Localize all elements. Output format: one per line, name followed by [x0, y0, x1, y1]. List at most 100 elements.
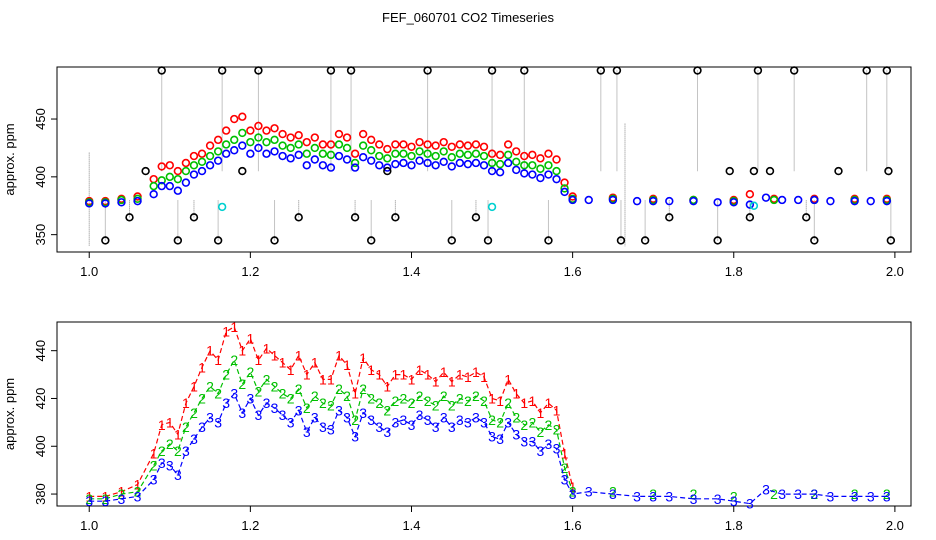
data-label-1: 1 [85, 488, 93, 504]
data-point-series2 [310, 143, 320, 153]
data-label-3: 3 [520, 433, 528, 449]
data-point-series1 [318, 140, 328, 149]
data-point-outlier [693, 66, 702, 75]
data-point-series1 [254, 121, 263, 131]
data-point-series2 [286, 143, 295, 153]
data-point-series1 [350, 149, 360, 158]
data-label-3: 3 [794, 486, 802, 502]
data-point-series3 [221, 149, 231, 158]
data-point-series2 [149, 181, 158, 191]
data-label-2: 2 [569, 484, 577, 500]
data-point-series3 [367, 156, 376, 165]
data-label-1: 1 [416, 362, 424, 378]
data-label-3: 3 [271, 400, 279, 416]
data-point-series1 [479, 142, 489, 151]
data-label-3: 3 [883, 488, 891, 504]
data-point-series3 [745, 200, 755, 209]
data-point-series1 [415, 137, 424, 147]
data-point-outlier [886, 236, 896, 245]
data-point-series1 [423, 140, 432, 149]
data-point-series3 [463, 159, 473, 169]
data-label-3: 3 [633, 488, 641, 504]
data-label-3: 3 [536, 443, 544, 459]
data-point-series2 [544, 161, 553, 170]
data-point-series2 [367, 146, 376, 155]
data-label-3: 3 [480, 414, 488, 430]
data-label-2: 2 [238, 376, 246, 392]
data-point-series3 [399, 158, 408, 168]
data-label-1: 1 [351, 386, 359, 402]
data-point-series2 [157, 176, 166, 185]
data-label-1: 1 [391, 367, 399, 383]
data-point-outlier [884, 166, 893, 176]
data-label-3: 3 [827, 488, 835, 504]
data-point-series2 [230, 135, 239, 145]
data-label-3: 3 [263, 395, 271, 411]
data-label-3: 3 [150, 472, 158, 488]
data-label-2: 2 [230, 352, 238, 368]
data-point-series3 [383, 163, 392, 172]
data-point-series3 [213, 156, 223, 165]
data-point-outlier [101, 236, 110, 245]
data-label-1: 1 [174, 426, 182, 442]
data-point-series3 [149, 189, 158, 199]
chart-title: FEF_060701 CO2 Timeseries [382, 10, 554, 25]
data-label-3: 3 [496, 431, 504, 447]
data-label-1: 1 [198, 359, 206, 375]
data-point-series2 [254, 133, 263, 142]
data-label-3: 3 [238, 405, 246, 421]
data-label-1: 1 [118, 484, 126, 500]
data-label-1: 1 [134, 476, 142, 492]
data-point-outlier [616, 236, 626, 245]
data-label-2: 2 [383, 402, 391, 418]
data-label-1: 1 [230, 319, 238, 335]
data-point-series1 [358, 129, 368, 139]
data-label-3: 3 [391, 414, 399, 430]
data-point-series2 [197, 157, 207, 167]
data-label-1: 1 [432, 374, 440, 390]
data-label-3: 3 [303, 424, 311, 440]
data-point-series3 [334, 151, 344, 161]
y-tick-label: 380 [33, 483, 48, 505]
data-point-series2 [173, 174, 183, 184]
data-point-series1 [197, 149, 207, 158]
data-label-3: 3 [528, 433, 536, 449]
data-label-2: 2 [883, 486, 891, 502]
data-label-2: 2 [351, 412, 359, 428]
data-label-2: 2 [150, 457, 158, 473]
data-point-series3 [777, 195, 787, 205]
data-label-2: 2 [553, 422, 561, 438]
data-point-outlier [447, 236, 456, 245]
data-label-2: 2 [311, 388, 319, 404]
series-line-3 [89, 392, 887, 505]
data-label-1: 1 [367, 362, 375, 378]
data-label-1: 1 [472, 364, 480, 380]
x-tick-label: 1.6 [564, 264, 582, 279]
data-label-2: 2 [295, 381, 303, 397]
plot-frame [56, 66, 912, 253]
data-label-3: 3 [416, 407, 424, 423]
data-point-series1 [375, 140, 384, 149]
data-label-2: 2 [391, 393, 399, 409]
data-point-outlier [487, 66, 497, 75]
data-label-2: 2 [528, 414, 536, 430]
data-label-1: 1 [287, 362, 295, 378]
data-label-2: 2 [287, 390, 295, 406]
data-point-series1 [544, 149, 553, 158]
data-point-series2 [455, 149, 465, 158]
data-label-1: 1 [496, 393, 504, 409]
data-label-1: 1 [488, 390, 496, 406]
data-point-series1 [270, 124, 279, 133]
data-label-2: 2 [319, 395, 327, 411]
data-label-1: 1 [255, 352, 263, 368]
data-point-outlier [125, 213, 134, 222]
data-point-outlier [367, 236, 376, 245]
data-label-1: 1 [545, 395, 553, 411]
data-point-series3 [326, 163, 336, 172]
data-point-series3 [254, 143, 263, 153]
data-label-3: 3 [359, 405, 367, 421]
data-point-series1 [407, 142, 416, 151]
data-point-outlier [391, 213, 400, 222]
data-point-series2 [350, 158, 360, 168]
